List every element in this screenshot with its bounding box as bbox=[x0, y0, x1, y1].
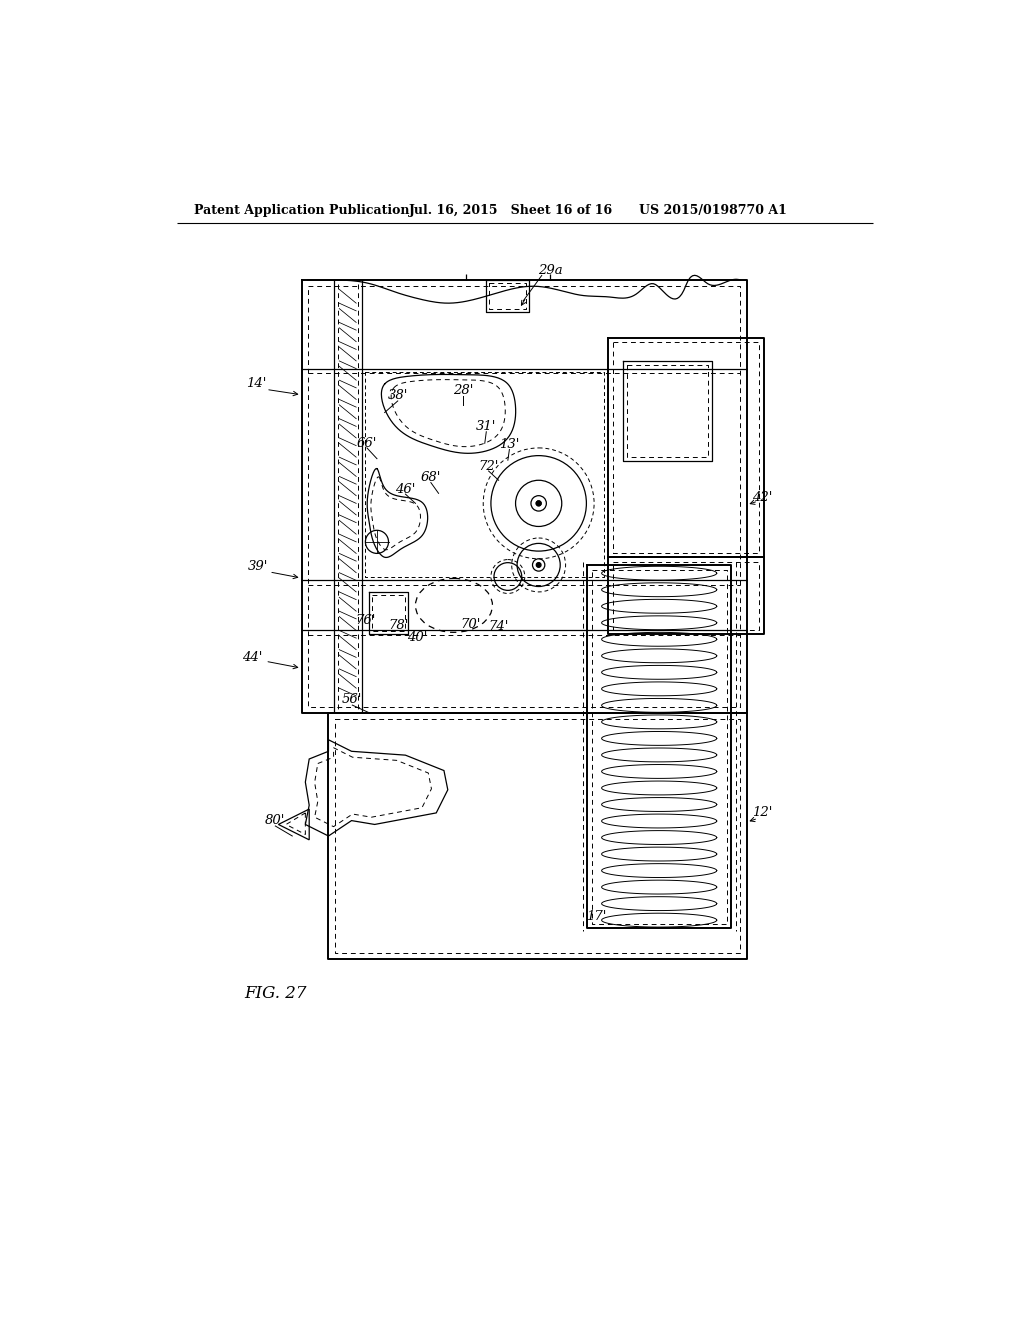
Text: 76': 76' bbox=[355, 614, 376, 627]
Text: 68': 68' bbox=[421, 471, 441, 484]
Text: US 2015/0198770 A1: US 2015/0198770 A1 bbox=[639, 205, 786, 218]
Text: 13': 13' bbox=[500, 438, 519, 451]
Text: 70': 70' bbox=[461, 618, 481, 631]
Text: 42': 42' bbox=[752, 491, 772, 504]
Text: 66': 66' bbox=[356, 437, 377, 450]
Text: FIG. 27: FIG. 27 bbox=[245, 985, 307, 1002]
Text: 72': 72' bbox=[478, 459, 499, 473]
Text: Patent Application Publication: Patent Application Publication bbox=[195, 205, 410, 218]
Text: 40': 40' bbox=[407, 631, 427, 644]
Text: 14': 14' bbox=[246, 376, 266, 389]
Circle shape bbox=[537, 562, 541, 568]
Text: 78': 78' bbox=[388, 619, 409, 632]
Text: 31': 31' bbox=[476, 420, 497, 433]
Text: 56': 56' bbox=[342, 693, 362, 706]
Text: 28': 28' bbox=[453, 384, 473, 397]
Text: 74': 74' bbox=[488, 620, 509, 634]
Text: 39': 39' bbox=[248, 560, 268, 573]
Text: 38': 38' bbox=[387, 389, 408, 403]
Text: Jul. 16, 2015   Sheet 16 of 16: Jul. 16, 2015 Sheet 16 of 16 bbox=[410, 205, 613, 218]
Text: 44': 44' bbox=[242, 651, 262, 664]
Text: 80': 80' bbox=[265, 814, 286, 828]
Text: 12': 12' bbox=[752, 807, 772, 820]
Text: 17': 17' bbox=[586, 911, 606, 924]
Circle shape bbox=[537, 502, 541, 506]
Text: 46': 46' bbox=[395, 483, 416, 496]
Text: 29a: 29a bbox=[538, 264, 562, 277]
